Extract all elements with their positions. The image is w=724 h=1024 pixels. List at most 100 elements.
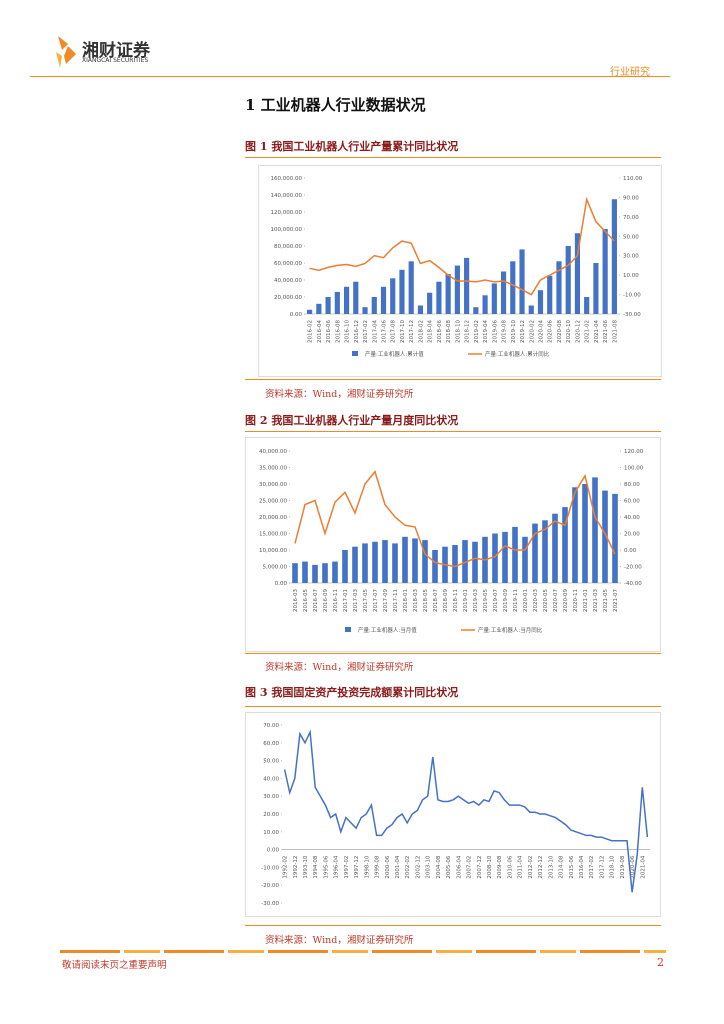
x-tick-label: 2018-09 (443, 589, 449, 612)
y-tick-label: 0.00 (290, 312, 303, 318)
x-tick-label: 2018-10 (610, 855, 616, 878)
x-tick-label: 2018-03 (413, 589, 419, 612)
source: 资料来源：Wind，湘财证券研究所 (265, 389, 414, 400)
bar (510, 261, 516, 314)
x-tick-label: 2020-04 (539, 320, 545, 343)
x-tick-label: 2021-08 (612, 320, 618, 343)
bar (408, 261, 414, 314)
x-tick-label: 2017-02 (363, 320, 369, 343)
series-line (283, 729, 649, 893)
brand-en: XIANGCAI SECURITIES (82, 57, 149, 64)
bar (552, 513, 558, 583)
x-tick-label: 2020-09 (563, 589, 569, 612)
x-tick-label: 2011-04 (518, 855, 524, 878)
bar (390, 278, 396, 314)
rule (245, 925, 661, 926)
chart: 0.00 20,000.00 40,000.00 60,000.00 80,000.00… (258, 165, 662, 377)
y2-tick-label: 50.00 (623, 234, 639, 240)
x-tick-label: 2015-06 (569, 855, 575, 878)
x-tick-label: 2019-12 (520, 320, 526, 343)
bar (542, 520, 548, 583)
x-tick-label: 2016-04 (317, 320, 323, 343)
bar (392, 543, 398, 583)
disclaimer: 敬请阅读末页之重要声明 (62, 960, 167, 971)
y2-tick-label: 80.00 (624, 482, 640, 488)
bar (292, 563, 298, 583)
x-tick-label: 2016-08 (335, 320, 341, 343)
x-tick-label: 2019-05 (483, 589, 489, 612)
bar (343, 286, 350, 314)
source: 资料来源：Wind，湘财证券研究所 (265, 662, 414, 673)
y-tick-label: 60,000.00 (274, 261, 302, 267)
bar (473, 307, 479, 314)
y-tick-label: 120,000.00 (271, 210, 303, 216)
y-tick-label: -10.00 (261, 865, 279, 871)
y-tick-label: 60.00 (263, 741, 279, 747)
bar (402, 536, 408, 583)
x-tick-label: 2007-02 (467, 856, 473, 879)
y-tick-label: 20.00 (263, 812, 279, 818)
x-tick-label: 2020-08 (557, 320, 563, 343)
x-tick-label: 2007-12 (477, 856, 483, 879)
source: 资料来源：Wind，湘财证券研究所 (265, 935, 414, 946)
x-tick-label: 2020-06 (548, 320, 554, 343)
x-tick-label: 2016-10 (345, 320, 351, 343)
x-tick-label: 1995-06 (323, 855, 329, 878)
bar (519, 249, 525, 314)
y-tick-label: 160,000.00 (271, 176, 303, 182)
x-tick-label: 2018-12 (465, 320, 471, 343)
y2-tick-label: 0.00 (624, 548, 637, 554)
series-line (294, 470, 616, 568)
y2-tick-label: -20.00 (624, 565, 642, 571)
chart: -30.00 -20.00 -10.00 0.00 10.00 20.00 30.00 40.… (245, 712, 661, 917)
x-tick-label: 2017-11 (393, 589, 399, 612)
bar (492, 533, 498, 583)
x-tick-label: 2016-12 (354, 320, 360, 343)
x-tick-label: 2016-02 (308, 320, 314, 343)
figure-caption: 图 3 我国固定资产投资完成额累计同比状况 (245, 686, 459, 699)
bar (502, 531, 508, 583)
x-tick-label: 2019-04 (483, 320, 489, 343)
y-tick-label: 25,000.00 (259, 499, 287, 505)
bar (584, 297, 590, 314)
series-line (309, 196, 615, 296)
x-tick-label: 2019-01 (463, 589, 469, 612)
bar (572, 487, 578, 583)
x-tick-label: 2018-02 (418, 320, 424, 343)
x-tick-label: 2021-03 (593, 589, 599, 612)
y2-tick-label: 110.00 (623, 176, 643, 182)
y2-tick-label: -30.00 (623, 312, 641, 318)
x-tick-label: 2004-08 (436, 855, 442, 878)
bar (445, 274, 451, 314)
y2-tick-label: 60.00 (624, 499, 640, 505)
y2-tick-label: 70.00 (623, 215, 639, 221)
y-tick-label: 15,000.00 (259, 532, 287, 538)
bar (322, 563, 328, 583)
bar (532, 523, 538, 583)
y-tick-label: 0.00 (275, 581, 288, 587)
bar (353, 281, 359, 314)
bar (537, 290, 544, 314)
bar (432, 550, 438, 583)
x-tick-label: 1997-12 (354, 856, 360, 879)
x-tick-label: 1998-10 (364, 855, 370, 878)
y-tick-label: 20,000.00 (259, 515, 287, 521)
x-tick-label: 2017-02 (589, 856, 595, 879)
x-tick-label: 1996-04 (334, 855, 340, 878)
bar (436, 281, 442, 314)
x-tick-label: 2017-07 (373, 589, 379, 612)
x-tick-label: 2016-06 (326, 320, 332, 343)
x-tick-label: 2018-11 (453, 589, 459, 612)
x-tick-label: 2017-09 (383, 589, 389, 612)
bar (512, 526, 518, 583)
bar (316, 303, 322, 314)
brand: 湘财证券 (82, 41, 150, 61)
x-tick-label: 2019-09 (503, 589, 509, 612)
rule (245, 431, 661, 432)
y-tick-label: 30.00 (263, 794, 279, 800)
x-tick-label: 2012-02 (528, 856, 534, 879)
x-tick-label: 1999-08 (375, 855, 381, 878)
bar (307, 309, 313, 314)
logo-icon (56, 36, 76, 68)
y-tick-label: 100,000.00 (271, 227, 303, 233)
